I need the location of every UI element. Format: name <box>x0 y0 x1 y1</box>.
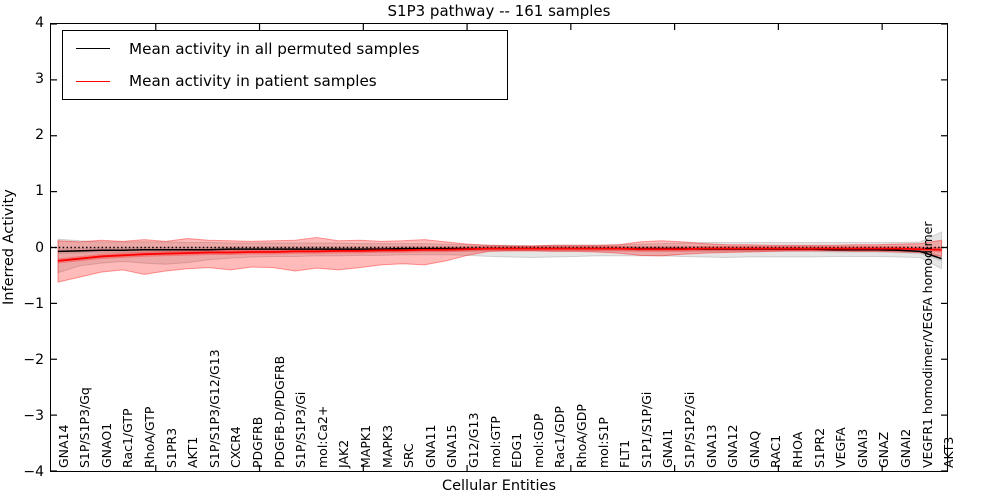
x-category-label: GNAQ <box>746 430 762 468</box>
x-category-label: S1P/S1P2/Gi <box>681 391 697 468</box>
y-tick-label: 0 <box>35 239 44 256</box>
x-category-label: RhoA/GTP <box>141 406 157 468</box>
chart-canvas <box>51 24 947 471</box>
y-tick-label: −4 <box>23 464 44 480</box>
patient-mean-line <box>57 247 942 262</box>
permuted-line-swatch <box>76 48 110 50</box>
y-tick-label: −2 <box>23 351 44 368</box>
legend: Mean activity in all permuted samples Me… <box>62 30 508 100</box>
x-category-label: CXCR4 <box>228 426 244 468</box>
x-category-label: PDGFB-D/PDGFRB <box>271 355 287 468</box>
y-tick-label: 3 <box>35 71 44 88</box>
x-category-label: S1PR3 <box>163 427 179 468</box>
x-category-label: GNA14 <box>55 424 71 469</box>
x-category-label: GNAI2 <box>897 428 913 468</box>
y-tick-label: 4 <box>35 15 44 31</box>
x-category-label: RhoA/GDP <box>573 404 589 468</box>
x-category-label: GNAI1 <box>660 428 676 468</box>
x-category-label: GNAO1 <box>98 422 114 468</box>
legend-item-patient: Mean activity in patient samples <box>63 66 507 96</box>
x-category-label: RHOA <box>789 431 805 468</box>
y-tick-label: 2 <box>35 127 44 144</box>
x-category-label: VEGFA <box>833 427 849 468</box>
legend-label-patient: Mean activity in patient samples <box>129 72 377 91</box>
y-tick-label: −3 <box>23 407 44 424</box>
x-category-label: GNA11 <box>422 424 438 469</box>
x-category-label: S1P/S1P3/G12/G13 <box>206 349 222 468</box>
x-category-label: MAPK3 <box>379 424 395 468</box>
x-category-label: AKT3 <box>941 436 957 468</box>
x-category-label: VEGFR1 homodimer/VEGFA homodimer <box>919 221 935 468</box>
x-category-label: JAK2 <box>336 439 352 468</box>
x-category-label: S1PR2 <box>811 427 827 468</box>
y-axis-title: Inferred Activity <box>1 189 17 306</box>
chart-title: S1P3 pathway -- 161 samples <box>387 2 611 20</box>
y-tick-label: 1 <box>35 183 44 200</box>
x-category-label: EDG1 <box>509 432 525 468</box>
x-category-label: Rac1/GTP <box>120 408 136 468</box>
patient-inner-band <box>57 246 942 264</box>
x-axis-title: Cellular Entities <box>441 478 557 494</box>
x-category-label: G12/G13 <box>465 412 481 468</box>
x-category-label: mol:Ca2+ <box>314 405 330 468</box>
x-category-label: GNA12 <box>725 424 741 469</box>
x-category-label: AKT1 <box>185 436 201 468</box>
x-category-label: PDGFRB <box>249 416 265 468</box>
x-category-label: S1P/S1P3/Gi <box>293 391 309 468</box>
x-category-label: mol:GTP <box>487 416 503 468</box>
x-category-label: FLT1 <box>617 439 633 468</box>
patient-line-swatch <box>76 80 110 82</box>
x-category-label: GNA15 <box>444 424 460 469</box>
x-category-label: GNAI3 <box>854 428 870 468</box>
x-category-label: MAPK1 <box>357 424 373 468</box>
y-tick-label: −1 <box>23 295 44 312</box>
legend-label-permuted: Mean activity in all permuted samples <box>129 39 420 58</box>
x-category-label: mol:S1P <box>595 417 611 468</box>
x-category-label: S1P1/S1P/Gi <box>638 391 654 468</box>
x-category-label: GNA13 <box>703 424 719 469</box>
x-category-label: S1P/S1P3/Gq <box>77 387 93 468</box>
x-category-label: SRC <box>401 443 417 468</box>
x-category-label: GNAZ <box>876 431 892 468</box>
x-category-label: Rac1/GDP <box>552 406 568 468</box>
x-category-label: RAC1 <box>768 434 784 468</box>
legend-item-permuted: Mean activity in all permuted samples <box>63 34 507 64</box>
permuted-outer-band <box>57 231 943 274</box>
x-category-label: mol:GDP <box>530 413 546 468</box>
